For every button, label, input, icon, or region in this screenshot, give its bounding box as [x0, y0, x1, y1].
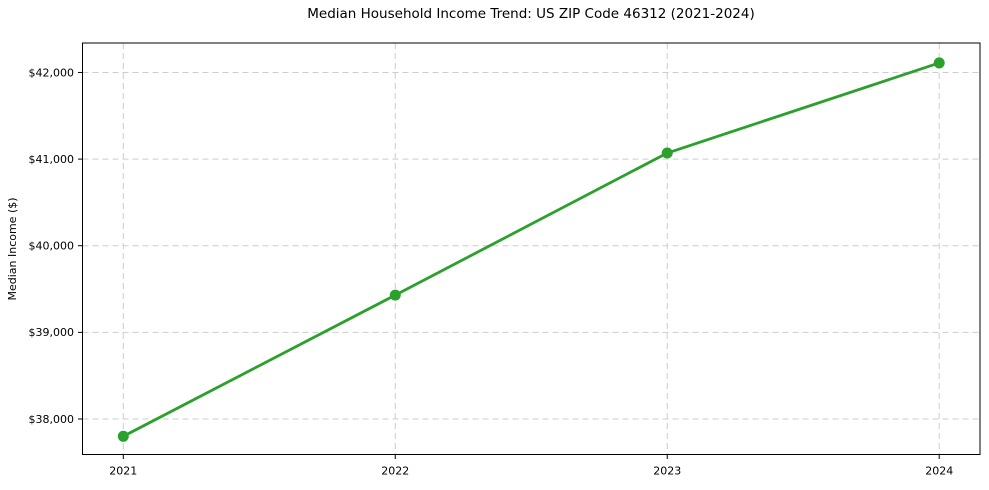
plot-border	[82, 42, 981, 455]
trend-line	[121, 61, 941, 438]
x-tick-label: 2021	[109, 465, 137, 478]
y-tick-label: $38,000	[29, 413, 75, 426]
x-tick-label: 2024	[925, 465, 953, 478]
data-point	[661, 147, 673, 159]
y-tick-label: $40,000	[29, 240, 75, 253]
y-axis-label: Median Income ($)	[6, 197, 19, 300]
data-point	[933, 57, 945, 69]
x-tick-label: 2023	[653, 465, 681, 478]
y-tick-label: $39,000	[29, 326, 75, 339]
y-tick-label: $41,000	[29, 153, 75, 166]
plot-area: $38,000 $39,000 $40,000 $41,000 $42,000 2021 2…	[29, 42, 981, 478]
data-point	[389, 289, 401, 301]
x-tick-label: 2022	[381, 465, 409, 478]
data-point	[117, 430, 129, 442]
y-tick-label: $42,000	[29, 66, 75, 79]
chart-title: Median Household Income Trend: US ZIP Co…	[307, 6, 755, 22]
